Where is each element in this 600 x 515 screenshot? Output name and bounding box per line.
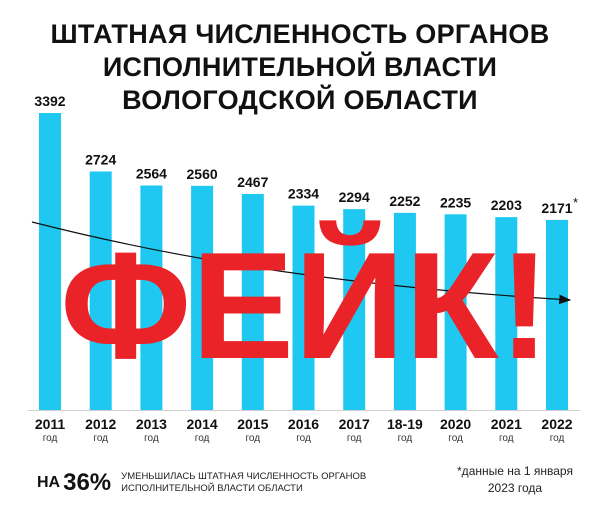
bar-2012 bbox=[89, 171, 112, 410]
category-label-2013: 2013 bbox=[136, 416, 167, 432]
title-line-3: ВОЛОГОДСКОЙ ОБЛАСТИ bbox=[122, 85, 478, 115]
footnote-line-1: *данные на 1 января bbox=[457, 464, 573, 478]
bar-18-19 bbox=[393, 212, 416, 410]
value-label-18-19: 2252 bbox=[389, 193, 420, 209]
summary-percent: 36% bbox=[63, 469, 112, 496]
category-sublabel-2016: год bbox=[296, 433, 311, 444]
bar-2011 bbox=[39, 113, 61, 410]
value-label-2013: 2564 bbox=[136, 165, 167, 181]
category-label-2016: 2016 bbox=[288, 416, 319, 432]
last-value-asterisk: * bbox=[573, 195, 578, 210]
summary-text: УМЕНЬШИЛАСЬ ШТАТНАЯ ЧИСЛЕННОСТЬ ОРГАНОВ … bbox=[121, 471, 366, 495]
bar-2016 bbox=[292, 205, 315, 410]
footnote-line-2: 2023 года bbox=[487, 481, 543, 495]
category-label-2022: 2022 bbox=[541, 416, 572, 432]
bar-2021 bbox=[495, 217, 518, 410]
bar-2015 bbox=[241, 193, 264, 410]
title-line-2: ИСПОЛНИТЕЛЬНОЙ ВЛАСТИ bbox=[102, 52, 498, 82]
value-label-2014: 2560 bbox=[187, 166, 218, 182]
category-sublabel-2017: год bbox=[347, 433, 362, 444]
category-sublabel-2014: год bbox=[195, 433, 210, 444]
category-label-2012: 2012 bbox=[85, 416, 116, 432]
category-label-2011: 2011 bbox=[35, 416, 66, 432]
value-label-2021: 2203 bbox=[491, 197, 522, 213]
value-label-2022: 2171 bbox=[541, 200, 572, 216]
category-sublabel-2020: год bbox=[448, 433, 463, 444]
category-sublabel-2015: год bbox=[245, 433, 260, 444]
category-sublabel-2011: год bbox=[43, 433, 58, 444]
value-label-2011: 3392 bbox=[34, 93, 65, 109]
bar-2022 bbox=[546, 219, 568, 410]
bar-2020 bbox=[444, 214, 467, 410]
value-label-2020: 2235 bbox=[440, 194, 471, 210]
category-label-2017: 2017 bbox=[339, 416, 370, 432]
bar-2017 bbox=[343, 209, 366, 410]
value-label-2017: 2294 bbox=[339, 189, 370, 205]
fake-overlay-text: ФЕЙК! bbox=[60, 220, 550, 391]
chart-title: ШТАТНАЯ ЧИСЛЕННОСТЬ ОРГАНОВ ИСПОЛНИТЕЛЬН… bbox=[0, 18, 600, 117]
category-label-2021: 2021 bbox=[491, 416, 522, 432]
footnote: *данные на 1 января 2023 года bbox=[446, 463, 584, 497]
category-sublabel-2021: год bbox=[499, 433, 514, 444]
bar-2013 bbox=[140, 185, 163, 410]
value-label-2015: 2467 bbox=[237, 174, 268, 190]
title-line-1: ШТАТНАЯ ЧИСЛЕННОСТЬ ОРГАНОВ bbox=[50, 19, 550, 49]
category-sublabel-2022: год bbox=[550, 433, 565, 444]
summary-text-line-1: УМЕНЬШИЛАСЬ ШТАТНАЯ ЧИСЛЕННОСТЬ ОРГАНОВ bbox=[121, 471, 367, 482]
category-sublabel-18-19: год bbox=[398, 433, 413, 444]
category-label-2014: 2014 bbox=[187, 416, 218, 432]
value-label-2012: 2724 bbox=[85, 151, 116, 167]
category-sublabel-2013: год bbox=[144, 433, 159, 444]
category-label-18-19: 18-19 bbox=[387, 416, 423, 432]
bar-2014 bbox=[191, 185, 214, 410]
category-label-2020: 2020 bbox=[440, 416, 471, 432]
category-sublabel-2012: год bbox=[93, 433, 108, 444]
value-label-2016: 2334 bbox=[288, 186, 319, 202]
category-label-2015: 2015 bbox=[237, 416, 268, 432]
trend-arrow bbox=[31, 221, 572, 305]
summary-text-line-2: ИСПОЛНИТЕЛЬНОЙ ВЛАСТИ ОБЛАСТИ bbox=[121, 483, 303, 494]
summary-block: НА 36% УМЕНЬШИЛАСЬ ШТАТНАЯ ЧИСЛЕННОСТЬ О… bbox=[37, 463, 366, 503]
summary-prefix: НА bbox=[37, 474, 61, 491]
